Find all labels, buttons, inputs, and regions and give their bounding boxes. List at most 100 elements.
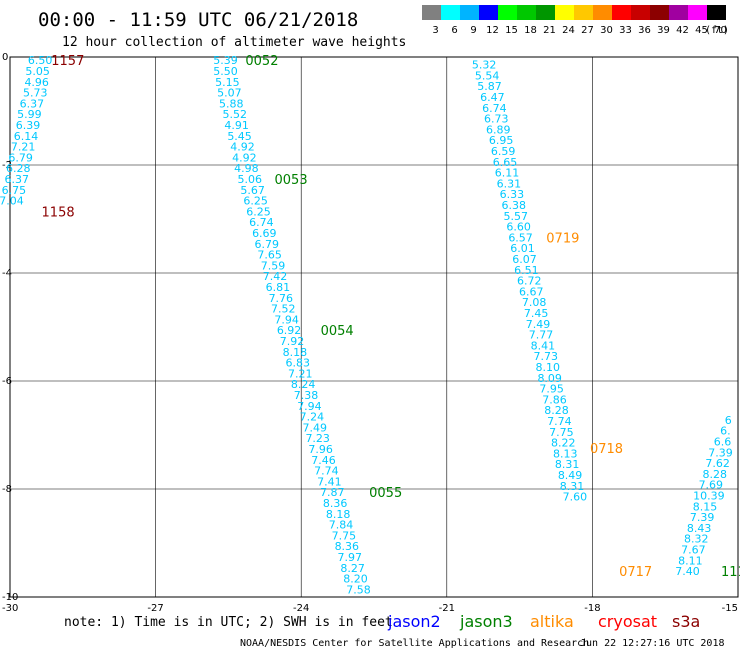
wave-height-value: 8.31 bbox=[560, 480, 585, 493]
wave-height-value: 5.52 bbox=[222, 108, 247, 121]
wave-height-value: 6.79 bbox=[8, 151, 33, 164]
legend-swatch-label: 45 bbox=[695, 25, 708, 36]
wave-height-value: 6.01 bbox=[510, 242, 535, 255]
wave-height-value: 5.05 bbox=[25, 65, 50, 78]
wave-height-value: 6.95 bbox=[489, 134, 514, 147]
legend-swatch bbox=[688, 5, 707, 20]
wave-height-value: 6.65 bbox=[493, 156, 518, 169]
wave-height-value: 7.67 bbox=[681, 543, 706, 556]
satellite-name: altika bbox=[530, 612, 574, 631]
wave-height-value: 7.42 bbox=[263, 270, 288, 283]
legend-swatch-label: 15 bbox=[505, 25, 518, 36]
time-label: 0717 bbox=[619, 565, 652, 580]
wave-height-value: 6.83 bbox=[286, 357, 311, 370]
wave-height-value: 6.92 bbox=[277, 324, 302, 337]
legend-swatch-label: 18 bbox=[524, 25, 537, 36]
time-label: 0719 bbox=[546, 231, 579, 246]
wave-height-value: 5.15 bbox=[215, 76, 240, 89]
y-tick-label: -10 bbox=[2, 592, 18, 603]
chart-title: 00:00 - 11:59 UTC 06/21/2018 bbox=[38, 9, 358, 31]
wave-height-value: 6.79 bbox=[254, 238, 279, 251]
wave-height-value: 6.33 bbox=[500, 188, 525, 201]
legend-swatch-label: 12 bbox=[486, 25, 499, 36]
y-tick-label: -6 bbox=[2, 376, 12, 387]
wave-height-value: 5.57 bbox=[503, 210, 528, 223]
legend-swatch bbox=[479, 5, 498, 20]
wave-height-value: 8.36 bbox=[323, 497, 348, 510]
wave-height-value: 8.11 bbox=[678, 554, 703, 567]
wave-height-value: 8.32 bbox=[684, 533, 709, 546]
wave-height-value: 7.96 bbox=[308, 443, 333, 456]
x-tick-label: -24 bbox=[293, 603, 309, 614]
legend-swatch bbox=[707, 5, 726, 20]
wave-height-value: 6.89 bbox=[486, 123, 511, 136]
wave-height-value: 8.18 bbox=[326, 508, 351, 521]
wave-height-value: 7.76 bbox=[269, 292, 294, 305]
y-tick-label: -4 bbox=[2, 268, 12, 279]
wave-height-value: 7.92 bbox=[280, 335, 305, 348]
time-label: 0054 bbox=[321, 324, 354, 339]
footer-credit: NOAA/NESDIS Center for Satellite Applica… bbox=[240, 638, 589, 649]
wave-height-value: 6.6 bbox=[714, 435, 732, 448]
wave-height-value: 7.75 bbox=[549, 426, 574, 439]
wave-height-value: 5.73 bbox=[23, 87, 48, 100]
wave-height-value: 5.88 bbox=[219, 97, 244, 110]
legend-swatch-label: 9 bbox=[470, 25, 476, 36]
plot-frame bbox=[9, 56, 739, 598]
wave-height-value: 6. bbox=[720, 425, 731, 438]
x-tick-label: -15 bbox=[722, 603, 738, 614]
wave-height-value: 6.28 bbox=[6, 162, 31, 175]
legend-swatch-label: 42 bbox=[676, 25, 689, 36]
legend-swatch bbox=[555, 5, 574, 20]
wave-height-value: 7.65 bbox=[257, 249, 282, 262]
wave-height-value: 7.52 bbox=[271, 303, 296, 316]
x-tick-label: -18 bbox=[584, 603, 600, 614]
wave-height-value: 5.45 bbox=[227, 130, 252, 143]
wave-height-value: 4.91 bbox=[224, 119, 249, 132]
wave-height-value: 5.99 bbox=[17, 108, 42, 121]
wave-height-value: 4.92 bbox=[230, 141, 255, 154]
legend-swatch bbox=[574, 5, 593, 20]
wave-height-value: 6.51 bbox=[514, 264, 539, 277]
wave-height-value: 8.28 bbox=[702, 468, 727, 481]
satellite-legend: jason2 jason3 altika cryosat s3a bbox=[387, 612, 700, 631]
wave-height-value: 6.57 bbox=[508, 231, 533, 244]
wave-height-value: 6.81 bbox=[266, 281, 291, 294]
grid bbox=[10, 57, 738, 597]
wave-height-value: 6.50 bbox=[28, 54, 53, 67]
wave-height-value: 7.73 bbox=[534, 350, 559, 363]
wave-height-value: 8.24 bbox=[291, 378, 316, 391]
wave-height-value: 7.59 bbox=[261, 259, 286, 272]
y-tick-label: 0 bbox=[2, 52, 8, 63]
legend-swatch bbox=[422, 5, 441, 20]
wave-height-value: 7.77 bbox=[529, 329, 554, 342]
legend-swatch-label: 27 bbox=[581, 25, 594, 36]
wave-height-value: 7.41 bbox=[317, 475, 342, 488]
wave-height-value: 8.43 bbox=[687, 522, 712, 535]
wave-height-value: 7.46 bbox=[311, 454, 336, 467]
wave-height-value: 7.08 bbox=[522, 296, 547, 309]
wave-height-value: 5.39 bbox=[213, 54, 238, 67]
wave-height-value: 7.69 bbox=[699, 479, 724, 492]
wave-height-value: 7.49 bbox=[303, 421, 328, 434]
wave-height-value: 6 bbox=[725, 414, 732, 427]
wave-height-value: 6.47 bbox=[480, 91, 505, 104]
wave-height-value: 7.58 bbox=[346, 583, 371, 596]
legend-swatch bbox=[498, 5, 517, 20]
wave-height-value: 6.37 bbox=[5, 173, 30, 186]
wave-height-value: 7.45 bbox=[524, 307, 549, 320]
wave-height-value: 5.54 bbox=[475, 69, 500, 82]
y-tick-label: -8 bbox=[2, 484, 12, 495]
wave-height-value: 7.24 bbox=[300, 411, 325, 424]
wave-height-value: 6.59 bbox=[491, 145, 516, 158]
legend-swatch bbox=[612, 5, 631, 20]
wave-height-value: 8.49 bbox=[558, 469, 583, 482]
legend-swatch bbox=[669, 5, 688, 20]
wave-height-value: 8.20 bbox=[343, 573, 368, 586]
chart-subtitle: 12 hour collection of altimeter wave hei… bbox=[62, 35, 406, 50]
wave-height-value: 7.75 bbox=[332, 529, 357, 542]
axes: -30 -27 -24 -21 -18 -15 0 -2 -4 -6 -8 -10 bbox=[2, 52, 738, 614]
wave-height-value: 6.14 bbox=[14, 130, 39, 143]
wave-height-value: 7.97 bbox=[337, 551, 362, 564]
legend-swatch-label: 39 bbox=[657, 25, 670, 36]
